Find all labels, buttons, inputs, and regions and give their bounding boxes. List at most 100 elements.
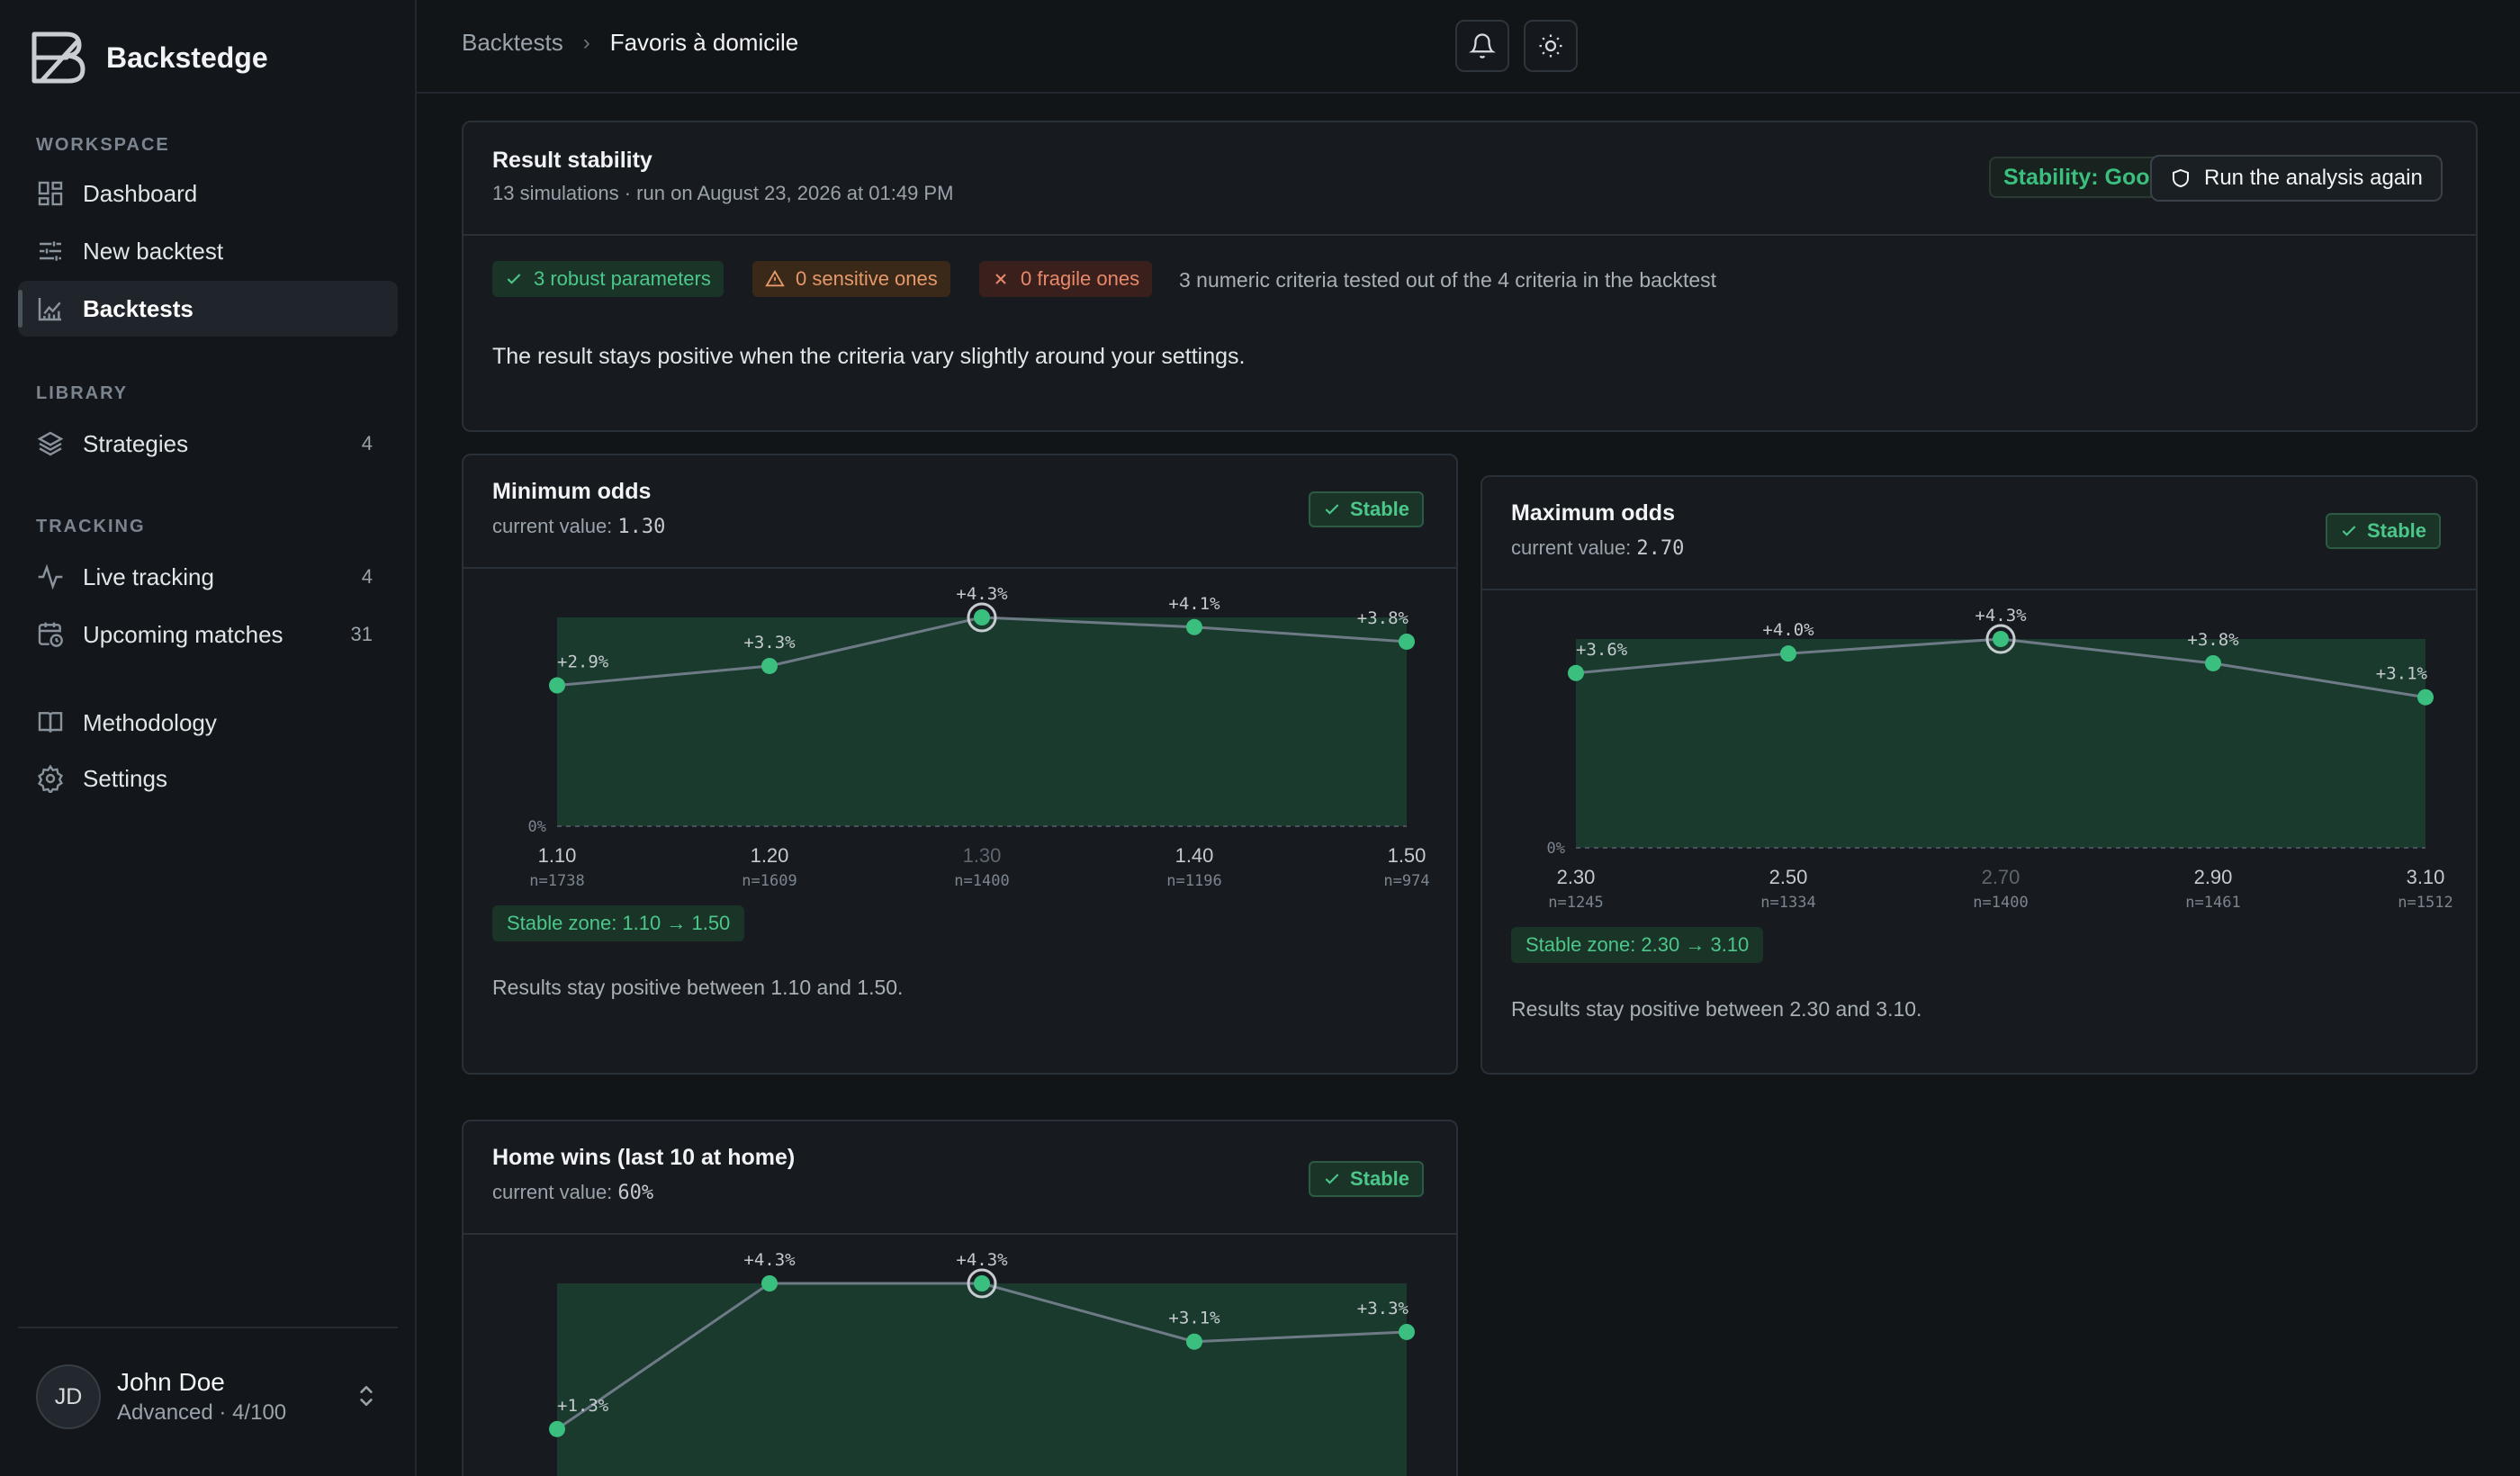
status-badge-label: Stable — [1350, 1167, 1410, 1190]
data-label: +4.3% — [956, 584, 1008, 604]
data-point — [1568, 664, 1584, 681]
brand[interactable]: Backstedge — [31, 31, 268, 85]
sample-size-label: n=1461 — [2185, 894, 2240, 912]
logo-icon — [31, 31, 90, 85]
sidebar-item-dashboard[interactable]: Dashboard — [18, 166, 398, 221]
user-info: John Doe Advanced · 4/100 — [117, 1368, 286, 1426]
sliders-icon — [36, 237, 65, 266]
sample-size-label: n=1609 — [742, 872, 796, 890]
stability-status-badge: Stability: Good — [1989, 157, 2178, 198]
shield-icon — [2170, 167, 2204, 189]
card-title: Result stability — [492, 148, 652, 173]
data-label: +3.8% — [1357, 608, 1409, 628]
current-value-label: current value: — [1511, 536, 1632, 559]
chart-icon — [36, 294, 65, 323]
sensitivity-chart: +1.3% +4.3% +4.3% +3.1% +3.3% — [464, 1233, 1456, 1476]
stability-summary: The result stays positive when the crite… — [492, 344, 1246, 369]
book-icon — [36, 708, 65, 737]
user-menu[interactable]: JD John Doe Advanced · 4/100 — [18, 1341, 398, 1453]
data-label: +2.9% — [557, 652, 609, 672]
sensitive-badge: 0 sensitive ones — [752, 261, 950, 297]
dashboard-icon — [36, 179, 65, 208]
card-title: Minimum odds — [492, 479, 652, 504]
current-value-number: 1.30 — [617, 516, 666, 538]
x-tick-label: 1.30 — [963, 844, 1002, 867]
sample-size-label: n=1738 — [529, 872, 584, 890]
param-card-home-wins: Home wins (last 10 at home) current valu… — [462, 1120, 1458, 1476]
warning-icon — [765, 269, 796, 289]
sidebar-item-count: 4 — [361, 432, 373, 454]
criteria-note: 3 numeric criteria tested out of the 4 c… — [1179, 268, 1717, 292]
section-label-workspace: WORKSPACE — [36, 135, 170, 155]
data-point — [549, 1420, 565, 1437]
x-tick-label: 2.30 — [1557, 866, 1596, 888]
current-value-number: 60% — [617, 1182, 654, 1204]
brand-name: Backstedge — [106, 40, 268, 74]
x-tick-label: 1.20 — [751, 844, 789, 867]
notifications-button[interactable] — [1455, 20, 1509, 72]
data-point — [1399, 633, 1415, 650]
section-label-tracking: TRACKING — [36, 517, 146, 536]
card-subtitle: 13 simulations · run on August 23, 2026 … — [492, 182, 954, 204]
top-bar: Backtests › Favoris à domicile — [417, 0, 2520, 94]
status-badge: Stable — [2326, 513, 2442, 549]
sensitivity-chart: 0% +3.6% 2.30 n=1245 +4.0% 2.50 n=1334 +4.3% 2.7… — [1482, 589, 2476, 922]
sidebar-item-methodology[interactable]: Methodology — [18, 695, 398, 751]
breadcrumb-current: Favoris à domicile — [609, 29, 799, 56]
data-label: +1.3% — [557, 1396, 609, 1416]
card-divider — [464, 234, 2476, 236]
sample-size-label: n=1245 — [1548, 894, 1603, 912]
data-label: +3.3% — [1357, 1299, 1409, 1318]
gear-icon — [36, 764, 65, 793]
sidebar: Backstedge WORKSPACE Dashboard New backt… — [0, 0, 417, 1476]
current-value: current value: 2.70 — [1511, 536, 1684, 560]
x-tick-label: 2.90 — [2194, 866, 2233, 888]
sidebar-item-label: Dashboard — [83, 179, 198, 207]
x-tick-label: 1.40 — [1175, 844, 1214, 867]
sidebar-item-live-tracking[interactable]: Live tracking 4 — [18, 549, 398, 605]
activity-icon — [36, 562, 65, 591]
section-label-library: LIBRARY — [36, 383, 129, 403]
stable-zone-badge: Stable zone: 2.30 → 3.10 — [1511, 927, 1764, 963]
param-card-maximum-odds: Maximum odds current value: 2.70 Stable … — [1480, 475, 2478, 1075]
data-point — [761, 657, 778, 674]
sidebar-divider — [18, 1327, 398, 1328]
sidebar-item-settings[interactable]: Settings — [18, 751, 398, 806]
data-point — [1399, 1323, 1415, 1340]
check-icon — [505, 270, 534, 288]
data-label: +4.1% — [1168, 594, 1220, 614]
sidebar-item-new-backtest[interactable]: New backtest — [18, 223, 398, 279]
check-icon — [2340, 522, 2367, 540]
sidebar-item-label: New backtest — [83, 237, 224, 265]
user-name: John Doe — [117, 1368, 225, 1396]
sample-size-label: n=1512 — [2398, 894, 2452, 912]
data-label: +4.0% — [1762, 620, 1814, 640]
user-plan: Advanced · 4/100 — [117, 1400, 287, 1425]
baseline-label: 0% — [1547, 840, 1565, 858]
sample-size-label: n=1400 — [1973, 894, 2028, 912]
run-analysis-button[interactable]: Run the analysis again — [2150, 155, 2443, 202]
status-badge-label: Stable — [2367, 519, 2427, 542]
current-value-label: current value: — [492, 515, 613, 537]
calendar-clock-icon — [36, 620, 65, 649]
sidebar-item-backtests[interactable]: Backtests — [18, 281, 398, 337]
sidebar-item-count: 4 — [361, 565, 373, 588]
sensitive-badge-label: 0 sensitive ones — [796, 267, 938, 290]
breadcrumb: Backtests › Favoris à domicile — [462, 29, 798, 57]
x-tick-label: 1.10 — [538, 844, 577, 867]
data-label: +4.3% — [743, 1250, 796, 1270]
data-point — [549, 677, 565, 694]
fragile-badge-label: 0 fragile ones — [1021, 267, 1140, 290]
breadcrumb-link[interactable]: Backtests — [462, 29, 563, 56]
stable-zone-area — [1576, 639, 2426, 848]
card-divider — [1482, 589, 2476, 590]
data-point — [974, 609, 990, 626]
sidebar-item-strategies[interactable]: Strategies 4 — [18, 416, 398, 472]
sidebar-item-upcoming-matches[interactable]: Upcoming matches 31 — [18, 607, 398, 662]
status-badge: Stable — [1309, 1161, 1425, 1197]
x-tick-label: 1.50 — [1388, 844, 1426, 867]
data-point — [1186, 618, 1202, 635]
avatar: JD — [36, 1364, 101, 1429]
theme-toggle-button[interactable] — [1524, 20, 1578, 72]
sidebar-item-label: Methodology — [83, 708, 217, 736]
